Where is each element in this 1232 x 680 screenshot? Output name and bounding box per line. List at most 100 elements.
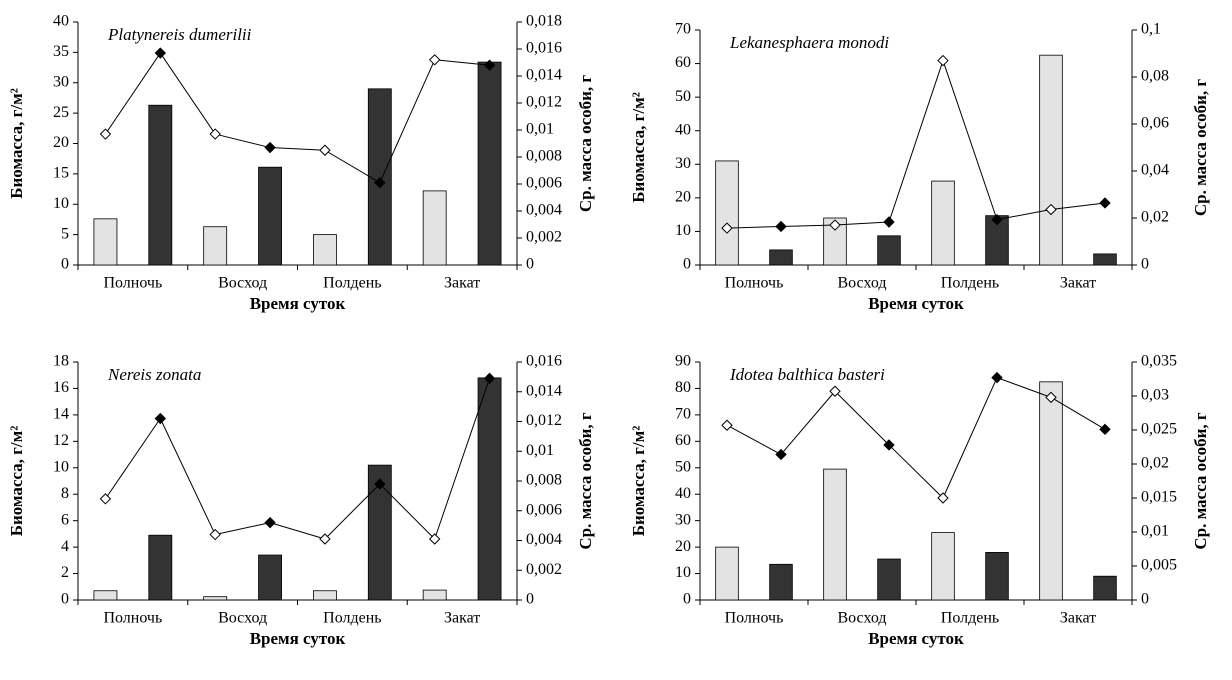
line-segment (379, 59, 436, 183)
x-axis-label: Время суток (250, 629, 346, 648)
y-tick-label: 50 (675, 458, 691, 475)
x-tick-label: Закат (1060, 610, 1096, 627)
line-marker (154, 412, 167, 425)
y-tick-label: 10 (53, 195, 69, 212)
line-marker (883, 216, 895, 228)
bar (367, 88, 392, 266)
y-tick-label: 40 (675, 121, 691, 138)
y-tick-label: 60 (675, 54, 691, 71)
y2-tick-label: 0,016 (526, 40, 562, 57)
y2-tick-label: 0,02 (1141, 209, 1169, 226)
x-tick-label: Восход (837, 610, 886, 627)
y2-tick-label: 0 (1141, 256, 1149, 273)
line-marker (428, 533, 441, 545)
x-axis-label: Время суток (868, 629, 964, 648)
line-segment (159, 52, 216, 135)
y2-axis-label: Ср. масса особи, г (576, 412, 595, 550)
line-segment (324, 483, 381, 540)
y-tick-label: 40 (53, 13, 69, 30)
line-segment (1050, 396, 1106, 430)
line-marker (319, 533, 331, 545)
line-marker (154, 47, 167, 59)
y2-tick-label: 0,1 (1141, 21, 1161, 38)
x-tick-label: Закат (444, 275, 480, 292)
y-tick-label: 4 (61, 538, 69, 555)
y-tick-label: 30 (675, 511, 691, 528)
y-tick-label: 10 (53, 458, 69, 475)
line-marker (829, 385, 841, 397)
bar (1039, 54, 1063, 266)
bar (148, 104, 173, 266)
line-marker (483, 59, 496, 71)
line-marker (937, 492, 949, 504)
y2-tick-label: 0,002 (526, 561, 562, 578)
y-tick-label: 0 (683, 256, 691, 273)
x-axis-label: Время суток (868, 294, 964, 313)
y-tick-label: 18 (53, 353, 69, 370)
y2-tick-label: 0,02 (1141, 455, 1169, 472)
line-marker (991, 371, 1003, 384)
line-segment (215, 522, 271, 536)
bar (203, 226, 228, 266)
y-tick-label: 5 (61, 225, 69, 242)
chart-title: Nereis zonata (107, 365, 201, 384)
bar (1093, 575, 1117, 601)
line-segment (726, 225, 782, 229)
line-segment (269, 522, 326, 540)
y2-tick-label: 0,012 (526, 94, 562, 111)
bar (148, 534, 173, 601)
y2-tick-label: 0,005 (1141, 557, 1177, 574)
y-axis-label: Биомасса, г/м² (7, 88, 26, 199)
line-segment (105, 52, 161, 135)
y2-tick-label: 0,006 (526, 501, 562, 518)
y2-tick-label: 0,014 (526, 67, 562, 84)
y-axis-label: Биомасса, г/м² (629, 426, 648, 537)
bar (931, 180, 955, 266)
x-tick-label: Восход (218, 275, 267, 292)
y2-tick-label: 0 (526, 591, 534, 608)
bar (931, 532, 955, 601)
y-tick-label: 15 (53, 165, 69, 182)
line-segment (996, 377, 1052, 398)
y-tick-label: 30 (53, 73, 69, 90)
line-segment (379, 483, 436, 540)
y2-tick-label: 0,006 (526, 175, 562, 192)
line-marker (319, 144, 331, 156)
y2-tick-label: 0,014 (526, 382, 562, 399)
bar (823, 468, 847, 601)
line-marker (99, 493, 112, 505)
line-marker (829, 219, 841, 231)
y-tick-label: 70 (675, 406, 691, 423)
x-tick-label: Полночь (103, 275, 162, 292)
bar (93, 590, 118, 601)
line-marker (991, 213, 1003, 226)
line-marker (99, 128, 112, 140)
bar (877, 558, 901, 601)
y2-tick-label: 0 (1141, 591, 1149, 608)
line-segment (434, 378, 491, 540)
line-segment (726, 424, 782, 455)
bar (422, 190, 447, 266)
line-segment (105, 418, 161, 500)
y-tick-label: 90 (675, 353, 691, 370)
bar (985, 552, 1009, 601)
y-tick-label: 70 (675, 21, 691, 38)
bar (1093, 253, 1117, 266)
line-segment (834, 221, 890, 226)
line-marker (1045, 203, 1057, 216)
bar (1039, 381, 1063, 601)
y-tick-label: 0 (683, 591, 691, 608)
y2-tick-label: 0,06 (1141, 115, 1169, 132)
y-tick-label: 25 (53, 104, 69, 121)
bar (715, 546, 739, 601)
line-marker (374, 176, 386, 189)
x-tick-label: Полдень (941, 610, 999, 627)
y2-tick-label: 0,008 (526, 148, 562, 165)
bar (715, 160, 739, 266)
y2-tick-label: 0 (526, 256, 534, 273)
y2-tick-label: 0,08 (1141, 68, 1169, 85)
y2-tick-label: 0,04 (1141, 162, 1169, 179)
y2-tick-label: 0,035 (1141, 353, 1177, 370)
chart-title: Idotea balthica basteri (729, 365, 885, 384)
x-tick-label: Закат (444, 610, 480, 627)
